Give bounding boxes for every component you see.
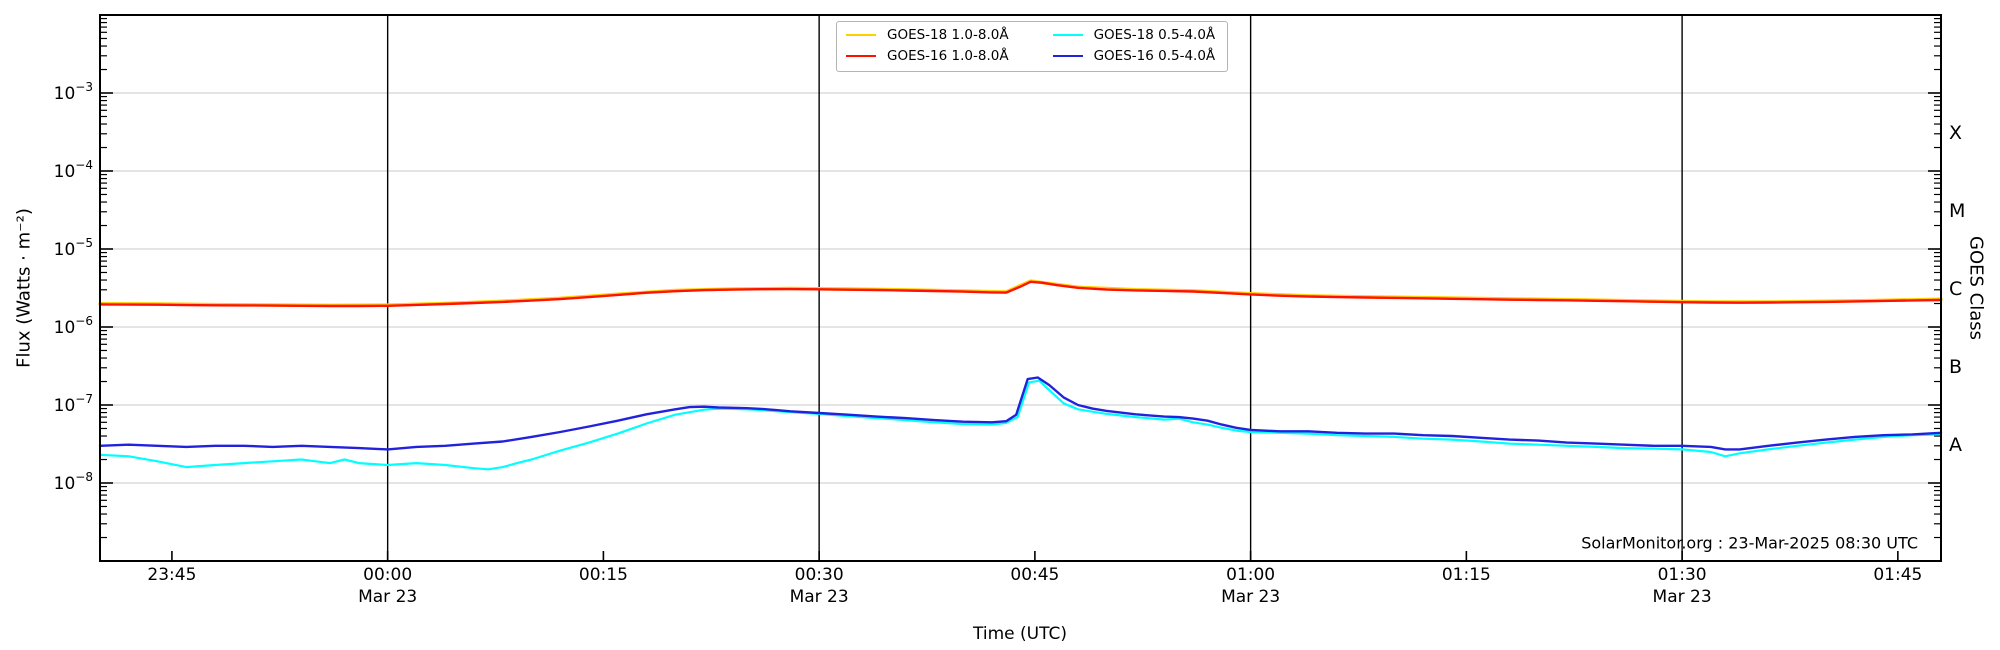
x-tick-date: Mar 23	[1653, 587, 1712, 607]
legend-label: GOES-16 0.5-4.0Å	[1093, 47, 1216, 64]
legend-item: GOES-16 1.0-8.0Å	[846, 48, 1009, 65]
x-tick-date: Mar 23	[358, 587, 417, 607]
watermark-text: SolarMonitor.org : 23-Mar-2025 08:30 UTC	[1581, 533, 1918, 553]
y-tick-label: 10−6	[54, 314, 93, 338]
x-tick-label: 00:45	[1010, 565, 1059, 585]
x-tick-label: 01:45	[1873, 565, 1922, 585]
series-line-goes18-short	[98, 379, 1943, 471]
y-tick-label: 10−8	[54, 470, 93, 494]
legend-label: GOES-18 0.5-4.0Å	[1093, 27, 1216, 43]
goes-class-letter: B	[1949, 356, 1962, 378]
legend-swatch-line	[1052, 34, 1083, 37]
legend-label: GOES-16 1.0-8.0Å	[887, 47, 1009, 64]
x-tick-label: 23:45	[147, 565, 196, 585]
x-tick-label: 01:30	[1658, 565, 1707, 585]
legend-label: GOES-18 1.0-8.0Å	[887, 27, 1009, 43]
goes-class-letter: C	[1949, 278, 1962, 300]
x-tick-label: 00:30	[795, 565, 844, 585]
x-tick-date: Mar 23	[1221, 587, 1280, 607]
y-axis-label: Flux (Watts · m⁻²)	[13, 208, 35, 368]
legend: GOES-18 1.0-8.0Å GOES-16 1.0-8.0Å GOES-18 …	[836, 21, 1229, 72]
goes-class-letter: M	[1949, 200, 1965, 222]
y-tick-label: 10−5	[54, 236, 93, 260]
axes-frame	[99, 14, 1942, 562]
x-tick-label: 01:15	[1442, 565, 1491, 585]
y-tick-label: 10−3	[54, 80, 93, 104]
legend-item: GOES-16 0.5-4.0Å	[1052, 47, 1216, 65]
goes-class-letter: X	[1949, 122, 1962, 144]
series-line-goes16-long	[98, 280, 1943, 308]
legend-swatch-line	[846, 34, 876, 37]
y-tick-label: 10−7	[54, 392, 93, 416]
legend-swatch-line	[1052, 55, 1083, 58]
goes-class-letter: A	[1949, 434, 1962, 456]
x-tick-label: 00:00	[363, 565, 412, 585]
legend-swatch-line	[846, 55, 876, 58]
x-tick-label: 01:00	[1226, 565, 1275, 585]
legend-item: GOES-18 0.5-4.0Å	[1052, 27, 1216, 44]
right-axis-label: GOES Class	[1965, 236, 1987, 340]
y-tick-label: 10−4	[54, 158, 93, 182]
legend-item: GOES-18 1.0-8.0Å	[846, 27, 1009, 44]
x-tick-date: Mar 23	[790, 587, 849, 607]
x-axis-label: Time (UTC)	[973, 624, 1067, 644]
series-line-goes16-short	[98, 376, 1943, 451]
x-tick-label: 00:15	[579, 565, 628, 585]
